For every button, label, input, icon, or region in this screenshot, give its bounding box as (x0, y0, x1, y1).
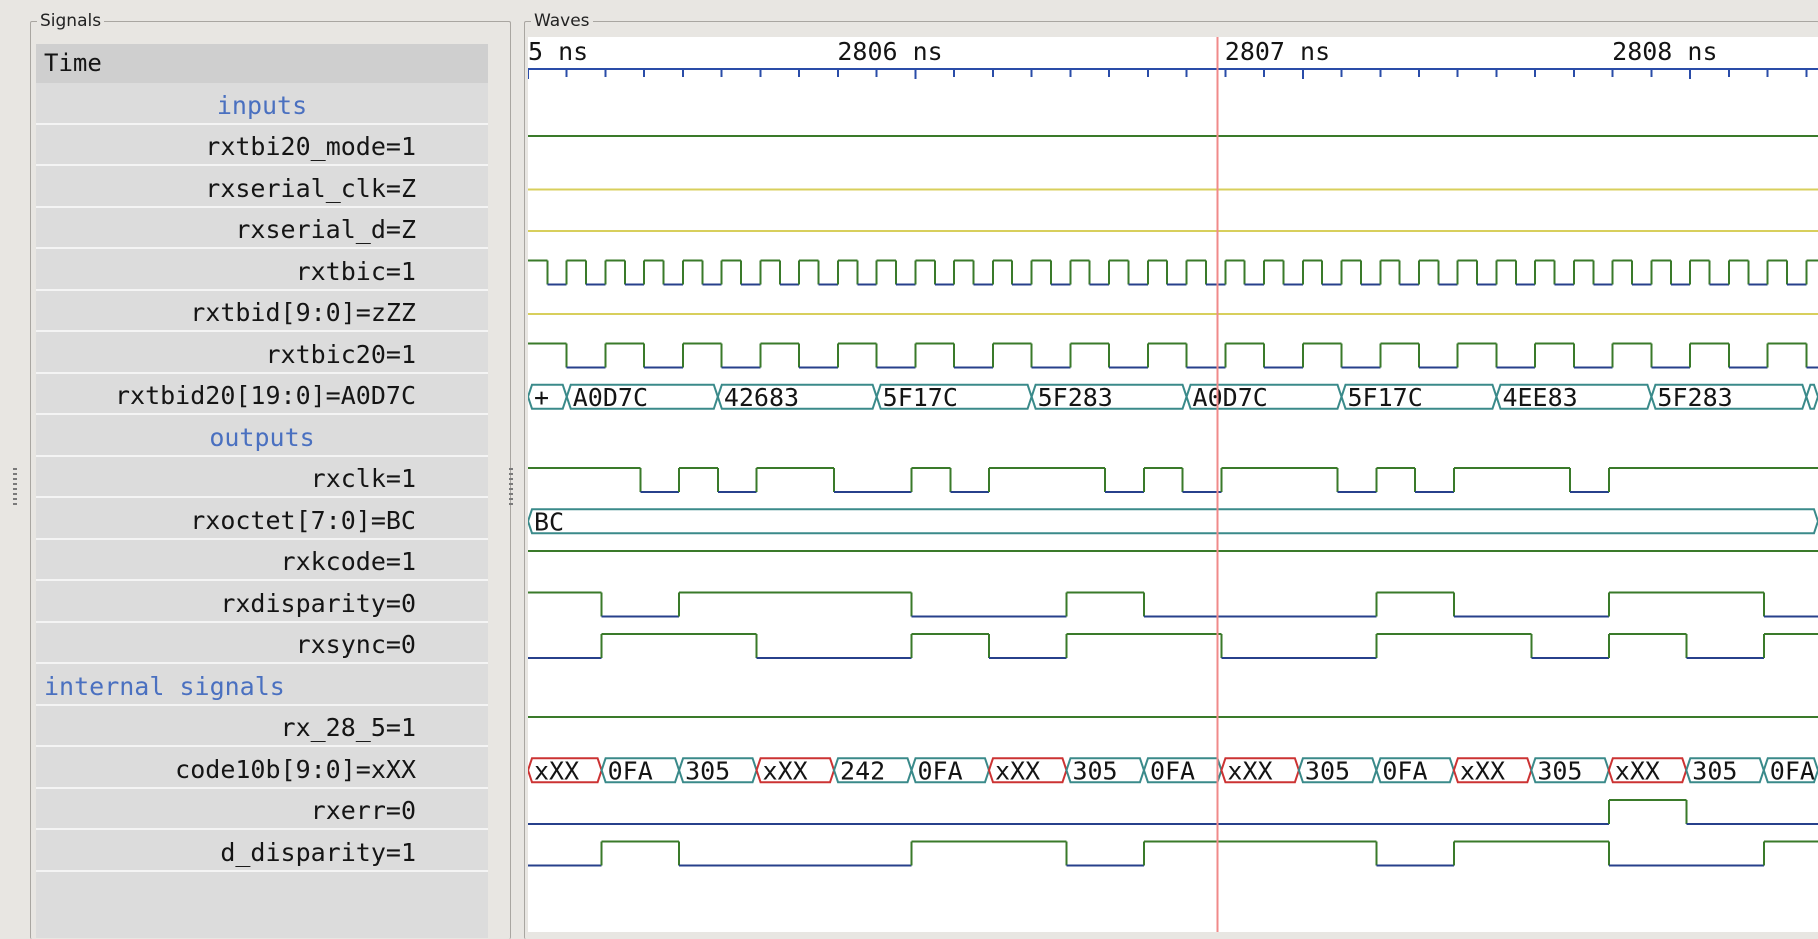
signal-label: code10b[9:0]=xXX (175, 754, 416, 784)
wave-view[interactable]: 5 ns 2806 ns 2807 ns 2808 ns + A0D7C 42683 5F17… (528, 37, 1818, 932)
wave-code10b-value: xXX (1615, 756, 1660, 785)
signal-row-rxsync[interactable]: rxsync=0 (36, 625, 488, 664)
wave-rxtbid20-value: 4EE83 (1502, 383, 1577, 412)
signal-row-rxtbic20[interactable]: rxtbic20=1 (36, 335, 488, 374)
wave-code10b-value: xXX (1460, 756, 1505, 785)
wave-code10b-value: 0FA (1382, 756, 1427, 785)
signals-panel-title: Signals (37, 12, 105, 30)
signal-row-rxdisparity[interactable]: rxdisparity=0 (36, 584, 488, 623)
wave-rxtbid20-value: A0D7C (573, 383, 648, 412)
signal-label: rxserial_d=Z (235, 215, 416, 244)
signal-row-rxtbi20-mode[interactable]: rxtbi20_mode=1 (36, 127, 488, 166)
wave-rxtbid20-value: 5F283 (1038, 383, 1113, 412)
signal-label: rxtbid[9:0]=zZZ (190, 298, 416, 327)
panel-splitter-grip[interactable] (509, 468, 513, 506)
wave-rxtbid20-value: 5F283 (1657, 383, 1732, 412)
group-internal-signals[interactable]: internal signals (36, 667, 488, 706)
wave-code10b-value: xXX (534, 756, 579, 785)
timeline-label: 2807 ns (1225, 37, 1330, 66)
left-splitter-grip[interactable] (13, 468, 17, 506)
wave-rxtbid20-value: + (534, 383, 549, 412)
wave-code10b-value: 242 (840, 756, 885, 785)
signal-label: rxdisparity=0 (220, 588, 416, 618)
wave-rxoctet-segment (528, 508, 1818, 535)
wave-code10b-value: 305 (1537, 756, 1582, 785)
wave-code10b-value: 305 (1305, 756, 1350, 785)
wave-code10b-segment (1762, 757, 1818, 784)
waveform-canvas[interactable]: 5 ns 2806 ns 2807 ns 2808 ns + A0D7C 42683 5F17… (528, 37, 1818, 932)
signal-label: rxclk=1 (310, 464, 416, 493)
wave-code10b-value: 0FA (1770, 756, 1815, 785)
signal-row-rxclk[interactable]: rxclk=1 (36, 459, 488, 498)
signal-row-d-disparity[interactable]: d_disparity=1 (36, 833, 488, 872)
signal-row-rxerr[interactable]: rxerr=0 (36, 791, 488, 830)
wave-code10b-value: 0FA (1150, 756, 1195, 785)
wave-code10b-value: 0FA (608, 756, 653, 785)
wave-code10b-value: 0FA (918, 756, 963, 785)
waves-panel-title: Waves (531, 12, 593, 30)
wave-code10b-value: 305 (1692, 756, 1737, 785)
signal-row-code10b[interactable]: code10b[9:0]=xXX (36, 750, 488, 789)
signal-row-rxoctet[interactable]: rxoctet[7:0]=BC (36, 501, 488, 540)
wave-code10b-value: xXX (995, 756, 1040, 785)
signal-label: rxsync=0 (295, 630, 416, 659)
timeline-label: 2808 ns (1612, 37, 1717, 66)
waves-panel: Waves (524, 12, 1818, 939)
signal-row-rxserial-d[interactable]: rxserial_d=Z (36, 210, 488, 249)
signal-label: rxserial_clk=Z (205, 173, 416, 203)
wave-rxtbid20-value: 5F17C (1348, 383, 1423, 412)
signal-label: rxoctet[7:0]=BC (190, 505, 416, 535)
signal-label: outputs (209, 422, 315, 452)
signal-label: inputs (216, 90, 308, 120)
signal-label: rxtbic=1 (295, 256, 416, 286)
signal-label: rxkcode=1 (280, 547, 416, 576)
signal-label: rx_28_5=1 (280, 713, 416, 742)
wave-code10b-value: xXX (763, 756, 808, 785)
signal-row-rxkcode[interactable]: rxkcode=1 (36, 542, 488, 581)
timeline-label: 2806 ns (837, 37, 942, 66)
signal-label: rxtbid20[19:0]=A0D7C (114, 381, 416, 410)
signal-row-rxtbid20[interactable]: rxtbid20[19:0]=A0D7C (36, 376, 488, 415)
wave-rxtbid20-value: 42683 (724, 383, 799, 412)
timeline-label: 5 ns (528, 37, 588, 66)
signal-row-rxtbic[interactable]: rxtbic=1 (36, 252, 488, 291)
signal-label: rxerr=0 (310, 796, 416, 825)
wave-code10b-value: 305 (685, 756, 730, 785)
signal-label: d_disparity=1 (220, 837, 416, 867)
signal-label: rxtbic20=1 (265, 339, 416, 369)
group-outputs[interactable]: outputs (36, 418, 488, 457)
signal-row-rxserial-clk[interactable]: rxserial_clk=Z (36, 169, 488, 208)
time-header[interactable]: Time (36, 44, 488, 83)
wave-rxtbid20-value: A0D7C (1193, 383, 1268, 412)
signal-row-rxtbid[interactable]: rxtbid[9:0]=zZZ (36, 293, 488, 332)
signal-row-rx-28-5[interactable]: rx_28_5=1 (36, 708, 488, 747)
group-inputs[interactable]: inputs (36, 86, 488, 125)
signal-label: internal signals (44, 671, 285, 701)
wave-code10b-value: 305 (1072, 756, 1117, 785)
wave-code10b-value: xXX (1227, 756, 1272, 785)
wave-rxoctet-value: BC (534, 507, 564, 536)
wave-rxtbid20-value: 5F17C (883, 383, 958, 412)
signal-label: rxtbi20_mode=1 (205, 132, 416, 161)
wave-rxtbid20-segment (1805, 383, 1818, 410)
signal-label: Time (44, 49, 102, 77)
